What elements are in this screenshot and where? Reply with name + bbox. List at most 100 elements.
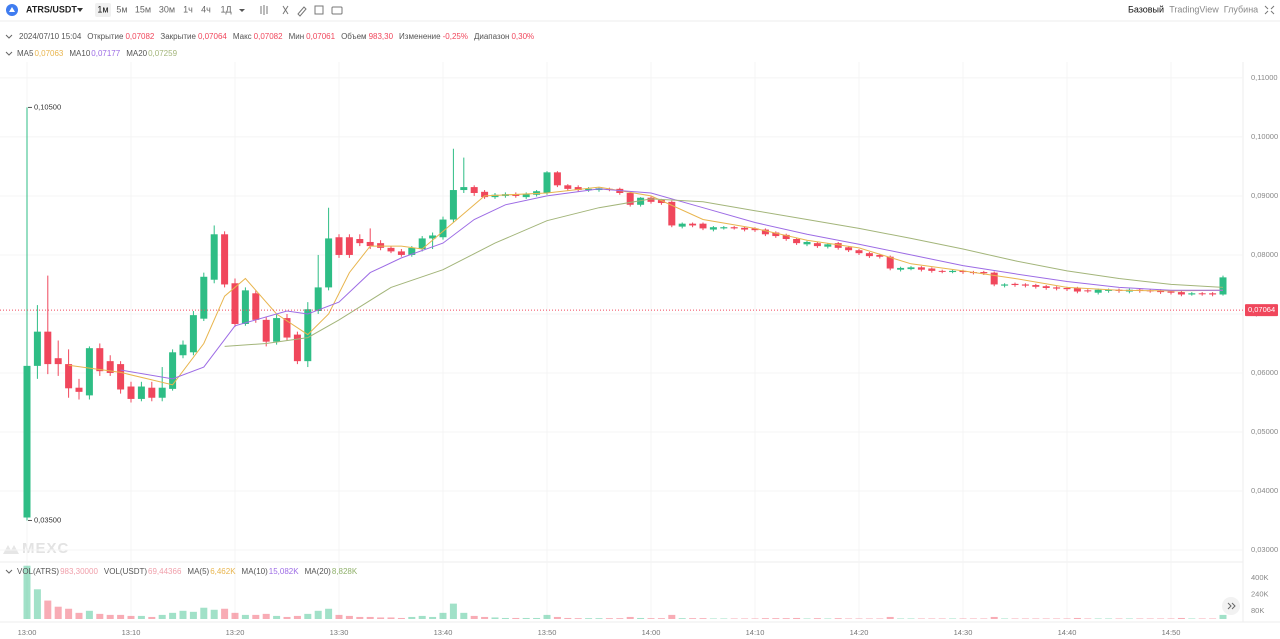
volume-bar <box>304 613 312 619</box>
interval-button[interactable]: 1м <box>97 4 108 14</box>
volume-bar <box>283 616 291 619</box>
candle-body <box>429 235 437 239</box>
volume-bar <box>158 614 166 619</box>
volume-bar <box>959 618 967 619</box>
interval-button[interactable]: 1ч <box>183 4 193 14</box>
volume-bar <box>1188 618 1196 619</box>
interval-button[interactable]: 4ч <box>201 4 211 14</box>
info-value: 0,30% <box>511 32 534 41</box>
candle-body <box>512 194 520 196</box>
volume-bar <box>855 618 863 619</box>
candle-body <box>408 247 416 255</box>
plot: MEXC0,030000,040000,050000,060000,070000… <box>0 62 1278 637</box>
candle-body <box>262 319 270 342</box>
y-tick-label: 0,11000 <box>1251 73 1278 82</box>
ma-legend-name: MA5 <box>17 49 34 58</box>
y-tick-label: 0,05000 <box>1251 427 1278 436</box>
volume-bar <box>262 613 270 619</box>
candle-body <box>75 387 83 392</box>
vol-legend-name: VOL(ATRS) <box>17 567 59 576</box>
candle-body <box>158 387 166 398</box>
volume-bar <box>1042 618 1050 619</box>
volume-bar <box>75 612 83 619</box>
toolbar-icons <box>260 5 1275 17</box>
info-value: 983,30 <box>369 32 394 41</box>
candle-body <box>855 250 863 254</box>
candle-body <box>252 293 260 320</box>
volume-bar <box>876 618 884 619</box>
volume-bar <box>668 614 676 619</box>
volume-bar <box>1167 618 1175 619</box>
interval-dropdown[interactable] <box>239 9 245 12</box>
volume-bar <box>127 615 135 619</box>
interval-button[interactable]: 5м <box>116 4 127 14</box>
volume-bar <box>169 612 177 619</box>
candle-body <box>886 256 894 269</box>
candle-body <box>980 272 988 274</box>
candle-body <box>366 241 374 247</box>
ma-legend-value: 0,07177 <box>91 49 120 58</box>
view-tab[interactable]: Базовый <box>1128 4 1164 14</box>
candle-body <box>397 251 405 255</box>
volume-bar <box>252 614 260 619</box>
candle-body <box>189 315 197 353</box>
ma-collapse[interactable] <box>5 51 13 56</box>
volume-bar <box>293 615 301 619</box>
candle-body <box>273 318 281 342</box>
candle-body <box>720 227 728 229</box>
volume-bar <box>751 618 759 619</box>
interval-button[interactable]: 15м <box>135 4 151 14</box>
interval-button[interactable]: 30м <box>159 4 175 14</box>
volume-bar <box>678 618 686 619</box>
info-label: Закрытие <box>160 32 196 41</box>
candle-body <box>876 254 884 257</box>
candle-body <box>221 234 229 285</box>
volume-bar <box>325 608 333 619</box>
info-collapse[interactable] <box>5 34 13 39</box>
info-label: Изменение <box>399 32 441 41</box>
candle-body <box>751 228 759 231</box>
vol-collapse[interactable] <box>5 569 13 574</box>
x-tick-label: 13:20 <box>226 628 245 637</box>
candle-body <box>1198 293 1206 295</box>
candle-body <box>127 386 135 399</box>
indicator-icon[interactable] <box>260 5 268 15</box>
x-tick-label: 13:50 <box>538 628 557 637</box>
view-tab[interactable]: Глубина <box>1224 4 1258 14</box>
pair-dropdown[interactable] <box>77 8 83 12</box>
info-value: 0,07061 <box>306 32 335 41</box>
formula-icon[interactable] <box>282 5 289 15</box>
camera-icon[interactable] <box>331 6 343 15</box>
candle-body <box>1167 291 1175 293</box>
candle-body <box>314 287 322 311</box>
volume-bar <box>886 616 894 619</box>
volume-bar <box>834 618 842 619</box>
candle-body <box>699 223 707 229</box>
candle-body <box>585 188 593 191</box>
volume-bar <box>345 615 353 619</box>
volume-bar <box>969 618 977 619</box>
interval-button[interactable]: 1Д <box>220 4 231 14</box>
candle-body <box>54 358 62 365</box>
scroll-icon <box>1227 602 1236 610</box>
candle-body <box>574 187 582 191</box>
view-tab[interactable]: TradingView <box>1169 4 1219 14</box>
candle-body <box>1011 283 1019 286</box>
volume-bar <box>1157 618 1165 619</box>
volume-bar <box>907 618 915 619</box>
info-label: Открытие <box>87 32 124 41</box>
candle-body <box>283 318 291 338</box>
fullscreen-icon[interactable] <box>1264 5 1275 15</box>
info-value: 0,07064 <box>198 32 227 41</box>
volume-bar <box>803 618 811 619</box>
pair-name[interactable]: ATRS/USDT <box>26 4 77 14</box>
volume-bar <box>720 618 728 619</box>
volume-bar <box>44 600 52 619</box>
volume-bar <box>1115 618 1123 619</box>
volume-bar <box>1053 618 1061 619</box>
volume-bar <box>470 615 478 619</box>
layout-icon[interactable] <box>314 5 324 15</box>
volume-bar <box>377 617 385 619</box>
draw-icon[interactable] <box>297 6 307 17</box>
volume-bar <box>210 609 218 619</box>
